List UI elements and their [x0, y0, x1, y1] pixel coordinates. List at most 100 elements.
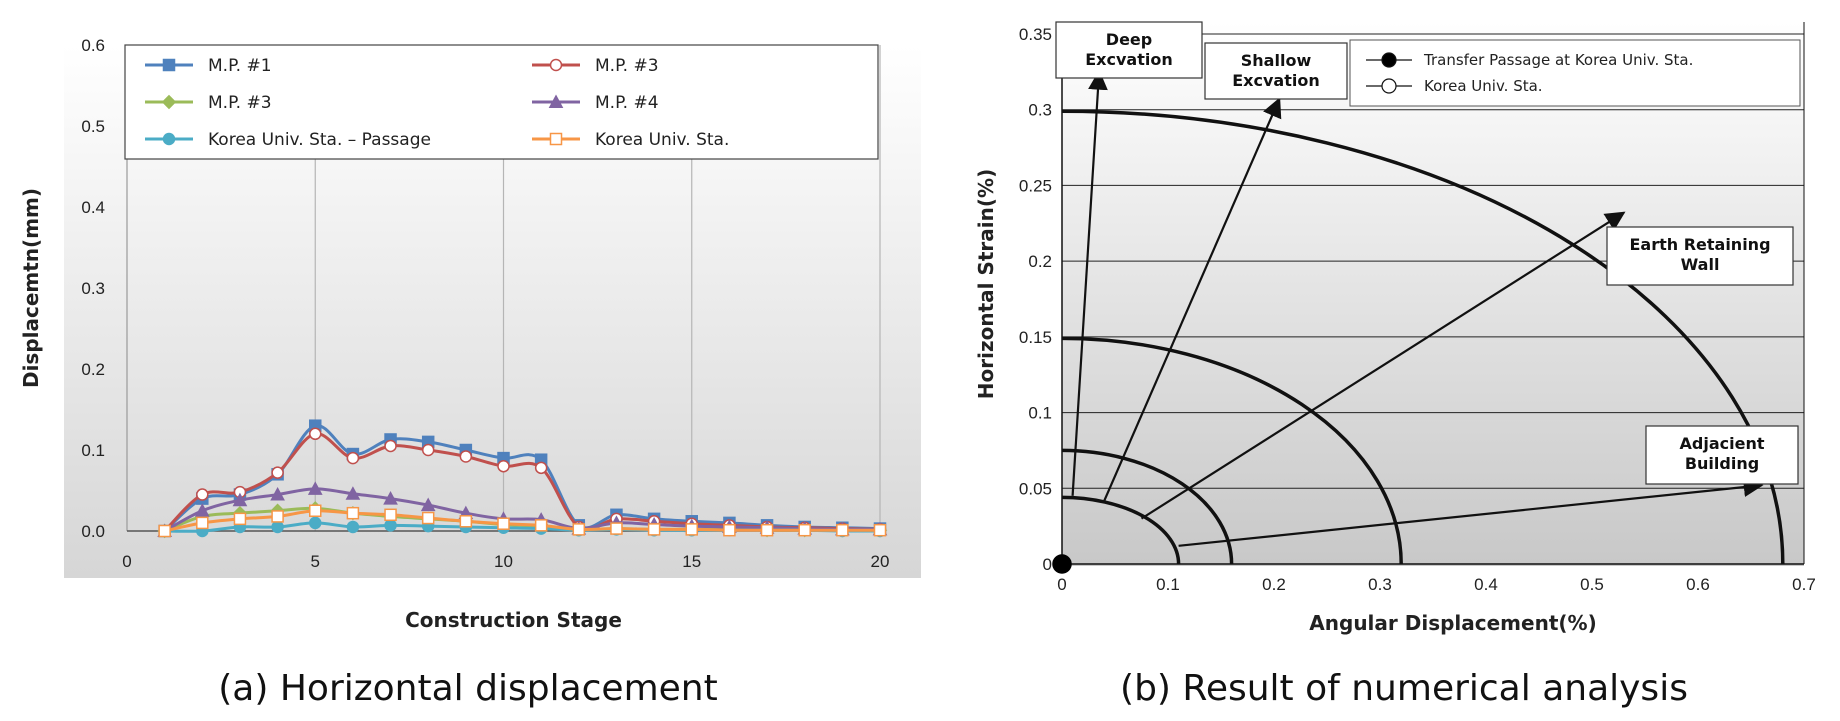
legend-label-4: M.P. #4	[595, 93, 659, 113]
data-point-6-15	[685, 523, 698, 536]
legend-marker-2	[549, 58, 563, 72]
data-point-4-6	[345, 486, 361, 500]
chart-a-series	[157, 419, 888, 539]
annotation-label-line-4-1: Adjacient	[1680, 434, 1765, 453]
data-point-4-7	[383, 491, 398, 505]
data-point-6-1	[158, 524, 171, 538]
data-point-2-2	[196, 488, 209, 501]
chart-b-y-ticks: 0 0.05 0.1 0.15 0.2 0.25 0.3 0.35	[1019, 25, 1052, 574]
chart-a-x-axis-label: Construction Stage	[405, 608, 622, 632]
annotation-label-line-1-2: Excvation	[1085, 50, 1172, 69]
data-point-6-18	[798, 523, 811, 537]
legend-item-2: M.P. #3	[532, 56, 659, 76]
chart-a-legend: M.P. #1 M.P. #3 M.P. #3 M.P. #4 Korea Univ. …	[124, 44, 879, 160]
legend-label-5: Korea Univ. Sta. – Passage	[208, 130, 431, 150]
data-point-6-13	[610, 522, 623, 535]
x-tick-0-3: 0.3	[1368, 575, 1392, 594]
x-tick-0-5: 0.5	[1580, 575, 1604, 594]
annotation-deep: Deep Excvation	[1055, 21, 1203, 79]
annotation-box-4	[1645, 425, 1799, 485]
data-point-6-17	[760, 523, 774, 537]
data-point-6-2	[196, 516, 209, 530]
legend-item-5: Korea Univ. Sta. – Passage	[145, 130, 431, 150]
series-6-korea-univ-sta	[158, 504, 887, 538]
y-tick-0-6: 0.6	[81, 36, 105, 55]
y-tick-0: 0	[1043, 555, 1052, 574]
data-point-5-7	[384, 519, 397, 532]
data-point-6-16	[723, 523, 736, 537]
annotation-shallow: Shallow Excvation	[1204, 42, 1348, 100]
legend-label-1: Transfer Passage at Korea Univ. Sta.	[1423, 51, 1693, 69]
data-point-4-2	[194, 503, 210, 517]
data-point-6-12	[572, 523, 586, 536]
chart-horizontal-displacement: 0.00.10.20.30.40.50.6 0 5 10 15 20 M.P. #1 M.…	[19, 36, 921, 632]
data-point-2-11	[534, 461, 548, 475]
data-point-6-10	[497, 517, 510, 530]
annotation-box-1	[1055, 21, 1203, 79]
data-point-6-5	[309, 504, 322, 517]
x-tick-15: 15	[682, 552, 701, 571]
annotation-box-3	[1606, 226, 1794, 286]
chart-numerical-analysis: 0 0.05 0.1 0.15 0.2 0.25 0.3 0.35 0 0.1 0.2 0.3 0.4…	[974, 21, 1816, 635]
data-point-4-8	[420, 497, 436, 512]
x-tick-20: 20	[871, 552, 890, 571]
legend-marker-3	[161, 94, 177, 110]
legend-label-2: Korea Univ. Sta.	[1424, 77, 1543, 95]
annotation-label-3: Earth Retaining Wall	[1629, 235, 1770, 274]
zone-boundary-2	[1061, 448, 1234, 565]
data-point-2-10	[497, 459, 510, 473]
data-point-4-4	[270, 487, 285, 501]
chart-b-x-axis-label: Angular Displacement(%)	[1309, 611, 1596, 635]
legend-label-2: M.P. #3	[595, 56, 659, 76]
data-point-2-5	[309, 427, 322, 441]
data-point-6-3	[233, 512, 247, 526]
legend-box	[1349, 39, 1801, 107]
y-tick-0-15: 0.15	[1019, 328, 1052, 347]
legend-marker-1	[1381, 52, 1397, 68]
y-tick-0-1: 0.1	[1028, 404, 1052, 423]
annotation-arrow-2	[1103, 97, 1282, 501]
y-tick-0-35: 0.35	[1019, 25, 1052, 44]
annotation-earth-retaining: Earth Retaining Wall	[1606, 226, 1794, 286]
x-tick-5: 5	[311, 552, 320, 571]
legend-label-6: Korea Univ. Sta.	[595, 130, 729, 150]
annotation-label-4: Adjacient Building	[1680, 434, 1765, 473]
annotation-label-line-3-2: Wall	[1681, 255, 1720, 274]
annotation-label-line-2-1: Shallow	[1241, 51, 1312, 70]
data-point-6-19	[836, 523, 849, 537]
legend-marker-4	[548, 94, 564, 108]
y-tick-0-2: 0.2	[1028, 252, 1052, 271]
annotation-label-1: Deep Excvation	[1085, 30, 1172, 69]
data-point-6-4	[271, 510, 284, 523]
chart-a-y-ticks: 0.0 0.1 0.2 0.3 0.4 0.5 0.6	[81, 36, 105, 541]
y-tick-0-3: 0.3	[81, 279, 105, 298]
x-tick-0: 0	[1057, 575, 1066, 594]
zone-boundary-3	[1061, 336, 1403, 565]
chart-a-x-ticks: 0 5 10 15 20	[122, 552, 889, 571]
legend-label-1: M.P. #1	[208, 56, 272, 76]
annotation-label-line-4-2: Building	[1685, 454, 1759, 473]
data-point-6-9	[459, 515, 473, 528]
legend-item-2: Korea Univ. Sta.	[1366, 77, 1543, 95]
data-point-2-6	[346, 451, 360, 465]
annotation-label-line-2-2: Excvation	[1232, 71, 1319, 90]
data-point-6-6	[346, 506, 360, 520]
legend-item-1: Transfer Passage at Korea Univ. Sta.	[1366, 51, 1693, 69]
legend-box	[124, 44, 879, 160]
y-tick-0-5: 0.5	[81, 117, 105, 136]
annotation-adjacient: Adjacient Building	[1645, 425, 1799, 485]
x-tick-0-6: 0.6	[1686, 575, 1710, 594]
annotation-label-line-1-1: Deep	[1106, 30, 1152, 49]
legend-marker-5	[162, 132, 176, 146]
annotation-box-2	[1204, 42, 1348, 100]
chart-a-y-axis-label: Displacemtn(mm)	[19, 188, 43, 388]
data-point-2-9	[459, 450, 473, 463]
x-tick-10: 10	[494, 552, 513, 571]
x-tick-0-4: 0.4	[1474, 575, 1498, 594]
data-point-6-7	[384, 508, 397, 522]
y-tick-0-25: 0.25	[1019, 176, 1052, 195]
y-tick-0-2: 0.2	[81, 360, 105, 379]
y-tick-0-05: 0.05	[1019, 479, 1052, 498]
legend-item-4: M.P. #4	[532, 93, 659, 113]
